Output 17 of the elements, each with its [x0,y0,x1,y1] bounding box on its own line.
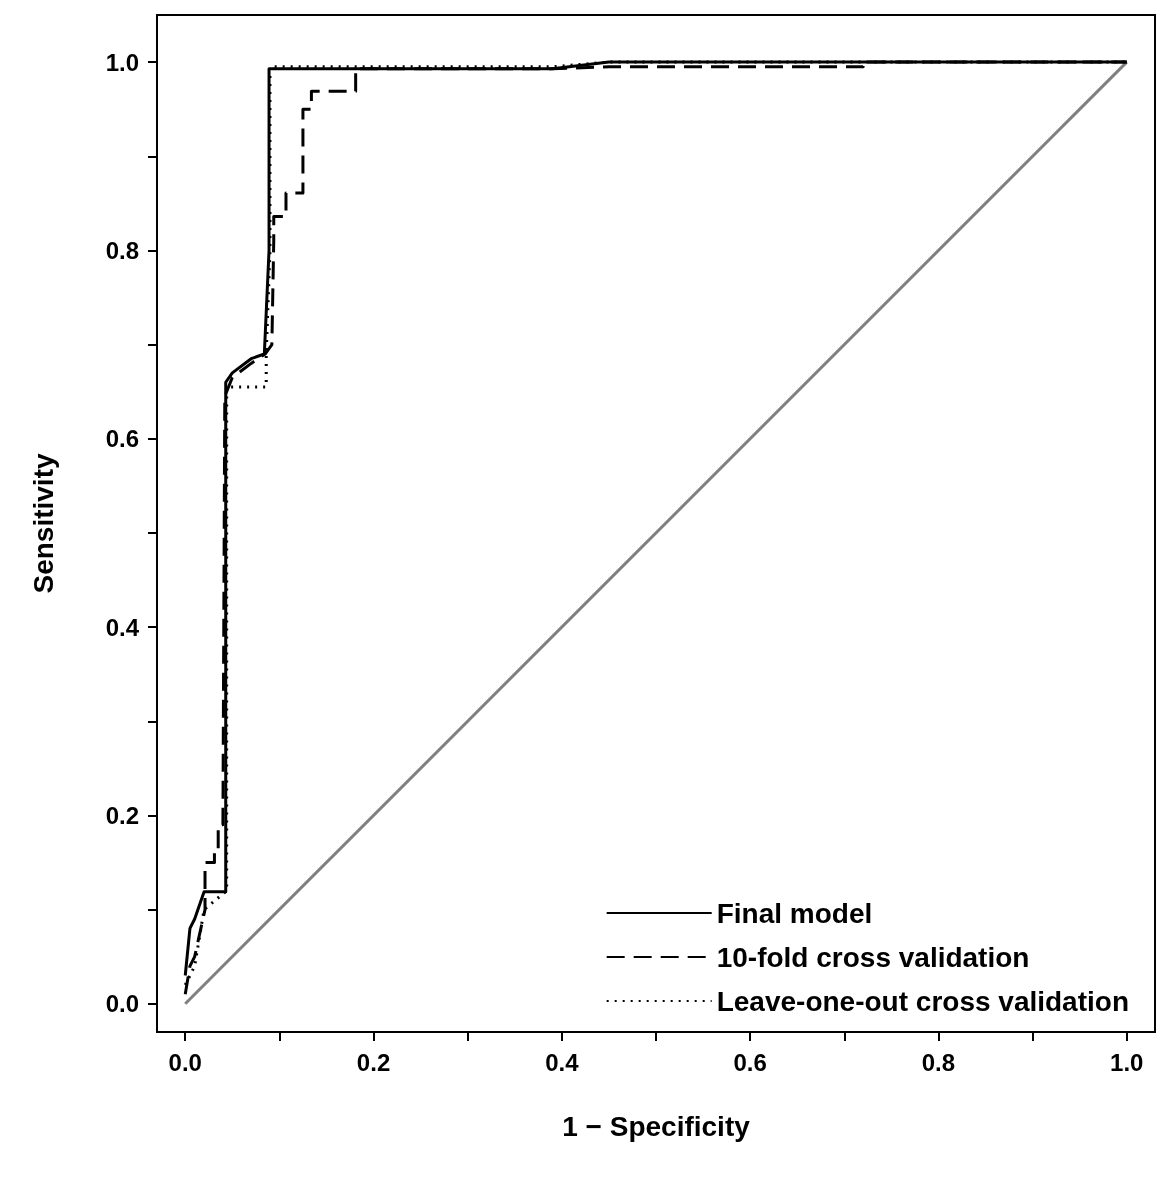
legend-label: Final model [716,897,873,929]
y-tick-label: 0.0 [105,990,139,1018]
y-tick-label: 0.4 [105,613,140,641]
y-tick-label: 0.8 [105,236,139,264]
x-tick-label: 0.4 [545,1048,580,1076]
y-tick-label: 0.6 [105,425,139,453]
x-tick-label: 1.0 [1110,1048,1144,1076]
x-tick-label: 0.2 [356,1048,391,1076]
y-tick-label: 1.0 [105,48,139,76]
x-tick-label: 0.0 [168,1048,202,1076]
legend-label: 10-fold cross validation [716,941,1030,973]
y-axis-title: Sensitivity [27,453,59,594]
legend-label: Leave-one-out cross validation [716,985,1130,1017]
x-tick-label: 0.8 [921,1048,956,1076]
y-tick-label: 0.2 [105,801,139,829]
x-tick-label: 0.6 [733,1048,767,1076]
x-axis-title: 1 − Specificity [562,1110,751,1142]
